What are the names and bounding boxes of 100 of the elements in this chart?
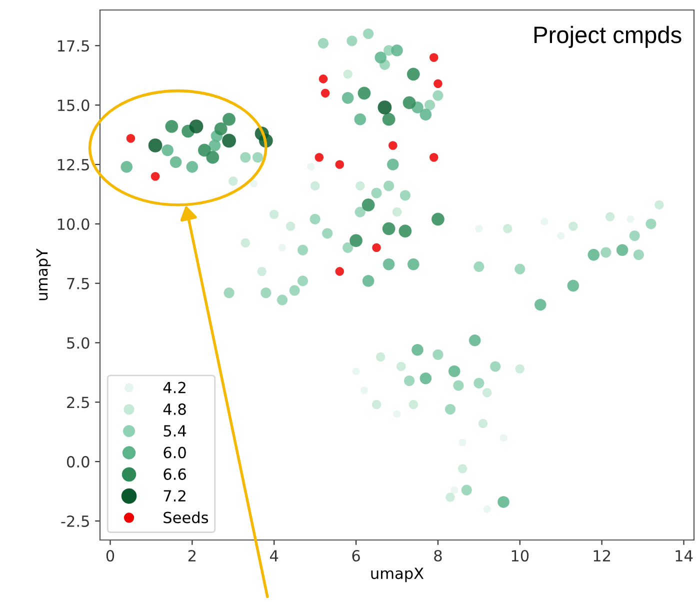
point <box>120 160 133 173</box>
point <box>228 176 238 186</box>
point <box>354 113 366 126</box>
x-tick-label: 10 <box>512 550 529 562</box>
y-tick-label: 2.5 <box>67 396 89 408</box>
point <box>387 158 399 170</box>
point <box>222 134 236 148</box>
point <box>189 120 204 134</box>
x-tick-label: 14 <box>676 550 693 562</box>
point <box>402 96 416 110</box>
point <box>250 180 258 188</box>
point <box>286 222 296 231</box>
point <box>314 152 324 162</box>
point <box>404 375 415 386</box>
legend-label: 5.4 <box>164 425 186 437</box>
point <box>420 108 432 120</box>
point <box>382 258 395 270</box>
point <box>297 276 308 286</box>
point <box>432 349 444 360</box>
point <box>186 160 198 173</box>
point <box>214 122 228 136</box>
point <box>222 112 236 126</box>
point <box>434 79 442 88</box>
point <box>322 228 333 239</box>
point <box>616 244 628 256</box>
point <box>289 285 300 296</box>
point <box>568 222 578 231</box>
point <box>148 138 162 152</box>
point <box>277 294 288 306</box>
point <box>320 88 330 98</box>
y-tick-label: -2.5 <box>61 515 89 528</box>
point <box>514 264 526 274</box>
point <box>388 141 398 150</box>
point <box>343 70 352 79</box>
point <box>372 243 381 252</box>
point <box>297 244 308 256</box>
point <box>429 152 438 162</box>
y-tick-label: 0.0 <box>66 456 90 468</box>
point <box>498 496 510 508</box>
y-tick-label: 15.0 <box>58 100 90 112</box>
point <box>412 344 424 356</box>
point <box>372 400 382 410</box>
point <box>503 224 512 234</box>
point <box>429 53 438 62</box>
point <box>468 334 481 346</box>
point <box>567 280 580 292</box>
x-tick-label: 6 <box>352 550 360 562</box>
point <box>310 181 320 190</box>
point <box>165 120 178 133</box>
legend-label: 6.0 <box>164 446 186 458</box>
point <box>461 484 472 496</box>
point <box>198 144 211 157</box>
point <box>432 212 444 226</box>
point <box>224 288 234 298</box>
y-tick-label: 12.5 <box>58 158 89 171</box>
point <box>371 188 382 198</box>
point <box>310 214 320 224</box>
x-tick-label: 4 <box>270 550 278 562</box>
point <box>363 28 374 40</box>
annotation: Project cmpds <box>534 26 682 48</box>
x-axis-title: umapX <box>371 568 424 582</box>
point <box>444 404 456 415</box>
point <box>170 156 182 168</box>
point <box>629 230 640 242</box>
y-tick-label: 17.5 <box>58 40 89 52</box>
point <box>391 44 403 56</box>
point <box>356 181 365 190</box>
point <box>257 266 266 276</box>
x-tick-label: 0 <box>106 550 114 562</box>
point <box>396 362 406 372</box>
point <box>515 364 525 374</box>
y-axis-title: umapY <box>36 248 51 300</box>
point <box>588 248 600 261</box>
point <box>335 160 344 169</box>
point <box>382 112 396 126</box>
point <box>208 140 221 152</box>
point <box>150 172 160 181</box>
point <box>335 267 344 276</box>
point <box>534 298 546 311</box>
point <box>420 372 432 384</box>
point <box>240 152 251 163</box>
legend-label: Seeds <box>164 511 208 524</box>
point <box>478 418 488 428</box>
point <box>482 388 492 398</box>
point <box>432 90 444 101</box>
point <box>654 200 664 210</box>
point <box>407 258 420 270</box>
point <box>490 361 501 372</box>
point <box>240 238 250 248</box>
point <box>376 352 386 362</box>
point <box>260 288 272 298</box>
point <box>362 275 374 287</box>
point <box>350 234 362 247</box>
point <box>453 380 464 391</box>
point <box>384 180 394 192</box>
point <box>458 464 468 474</box>
legend-label: 4.8 <box>163 403 186 415</box>
legend-label: 6.6 <box>164 468 186 480</box>
legend-label: 7.2 <box>164 490 186 502</box>
y-tick-label: 7.5 <box>67 278 89 290</box>
